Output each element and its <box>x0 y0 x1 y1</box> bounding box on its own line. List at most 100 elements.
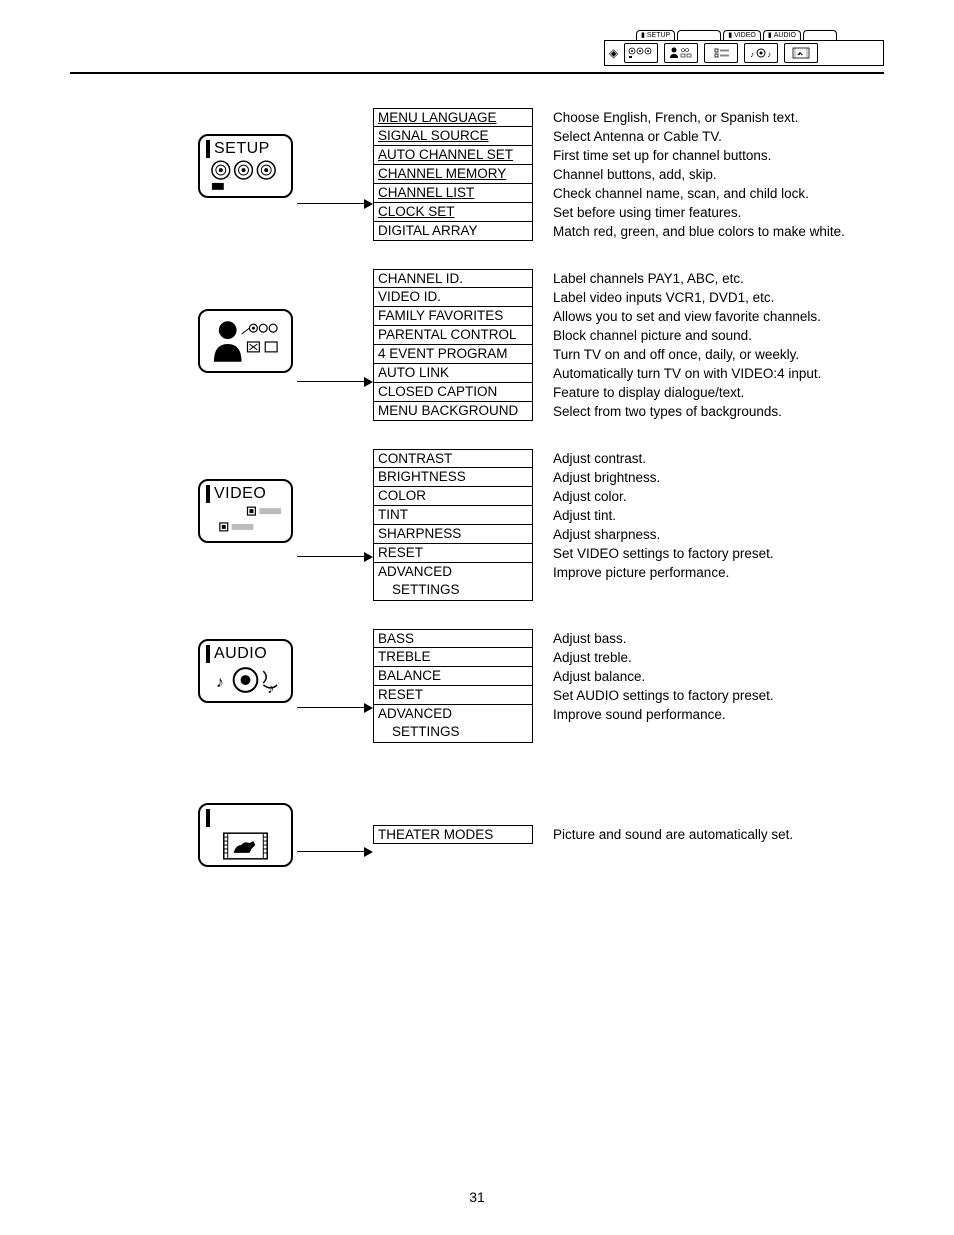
desc: Match red, green, and blue colors to mak… <box>553 222 898 241</box>
video-title: VIDEO <box>206 485 285 503</box>
menu-item: THEATER MODES <box>373 825 533 844</box>
desc: Adjust contrast. <box>553 449 898 468</box>
header-tab-user <box>677 30 721 40</box>
header-video-icon <box>704 43 738 63</box>
desc: Adjust tint. <box>553 506 898 525</box>
desc: Improve sound performance. <box>553 705 898 724</box>
video-icon-box: VIDEO <box>198 479 293 543</box>
setup-title: SETUP <box>206 140 285 158</box>
desc: First time set up for channel buttons. <box>553 146 898 165</box>
header-tab-video: ▮VIDEO <box>723 30 761 40</box>
remote-icon: ◈ <box>609 46 618 60</box>
svg-text:♪: ♪ <box>216 674 224 691</box>
header-icon-row: ◈ ♪ ♪ <box>604 40 884 66</box>
desc: Adjust treble. <box>553 648 898 667</box>
header-tabs: ▮SETUP ▮VIDEO ▮AUDIO <box>636 30 884 40</box>
menu-item: RESET <box>373 686 533 705</box>
menu-item: CHANNEL ID. <box>373 269 533 288</box>
desc: Allows you to set and view favorite chan… <box>553 307 898 326</box>
menu-item: CLOCK SET <box>373 203 533 222</box>
menu-item: SHARPNESS <box>373 525 533 544</box>
video-descriptions: Adjust contrast. Adjust brightness. Adju… <box>533 449 898 582</box>
menu-item: AUTO CHANNEL SET <box>373 146 533 165</box>
setup-icon-box: SETUP <box>198 134 293 198</box>
menu-item: BASS <box>373 629 533 648</box>
arrow <box>293 556 373 557</box>
svg-text:♪: ♪ <box>750 50 754 59</box>
menu-item: CLOSED CAPTION <box>373 383 533 402</box>
menu-item: MENU BACKGROUND <box>373 402 533 421</box>
audio-icon: ♪ ♪ <box>206 663 285 697</box>
header-divider <box>70 72 884 74</box>
desc: Set before using timer features. <box>553 203 898 222</box>
menu-item: SIGNAL SOURCE <box>373 127 533 146</box>
theater-descriptions: Picture and sound are automatically set. <box>533 825 898 844</box>
setup-menu: MENU LANGUAGE SIGNAL SOURCE AUTO CHANNEL… <box>373 108 533 241</box>
user-menu: CHANNEL ID. VIDEO ID. FAMILY FAVORITES P… <box>373 269 533 421</box>
header-tab-setup: ▮SETUP <box>636 30 675 40</box>
desc: Label video inputs VCR1, DVD1, etc. <box>553 288 898 307</box>
theater-title <box>206 809 285 827</box>
menu-item: ADVANCEDSETTINGS <box>373 563 533 601</box>
desc: Picture and sound are automatically set. <box>553 825 898 844</box>
menu-item: CHANNEL MEMORY <box>373 165 533 184</box>
desc: Adjust bass. <box>553 629 898 648</box>
menu-item: COLOR <box>373 487 533 506</box>
section-user: CHANNEL ID. VIDEO ID. FAMILY FAVORITES P… <box>198 269 898 421</box>
section-theater: THEATER MODES Picture and sound are auto… <box>198 825 898 867</box>
menu-item: 4 EVENT PROGRAM <box>373 345 533 364</box>
desc: Select Antenna or Cable TV. <box>553 127 898 146</box>
menu-item: VIDEO ID. <box>373 288 533 307</box>
menu-item: BRIGHTNESS <box>373 468 533 487</box>
desc: Adjust balance. <box>553 667 898 686</box>
arrow <box>293 381 373 382</box>
desc: Set AUDIO settings to factory preset. <box>553 686 898 705</box>
arrow <box>293 851 373 852</box>
header-user-icon <box>664 43 698 63</box>
theater-icon <box>206 827 285 865</box>
svg-text:♪: ♪ <box>767 50 771 59</box>
menu-item: ADVANCEDSETTINGS <box>373 705 533 743</box>
desc: Select from two types of backgrounds. <box>553 402 898 421</box>
desc: Choose English, French, or Spanish text. <box>553 108 898 127</box>
header-setup-icon <box>624 43 658 63</box>
menu-item: CHANNEL LIST <box>373 184 533 203</box>
desc: Channel buttons, add, skip. <box>553 165 898 184</box>
section-audio: AUDIO ♪ ♪ BASS TREBLE BALANCE RESET ADVA… <box>198 629 898 743</box>
desc: Label channels PAY1, ABC, etc. <box>553 269 898 288</box>
menu-item: FAMILY FAVORITES <box>373 307 533 326</box>
desc: Adjust sharpness. <box>553 525 898 544</box>
header-breadcrumb: ▮SETUP ▮VIDEO ▮AUDIO ◈ ♪ ♪ <box>604 30 884 68</box>
audio-menu: BASS TREBLE BALANCE RESET ADVANCEDSETTIN… <box>373 629 533 743</box>
desc: Improve picture performance. <box>553 563 898 582</box>
desc: Check channel name, scan, and child lock… <box>553 184 898 203</box>
audio-descriptions: Adjust bass. Adjust treble. Adjust balan… <box>533 629 898 724</box>
menu-item: TINT <box>373 506 533 525</box>
desc: Block channel picture and sound. <box>553 326 898 345</box>
menu-item: MENU LANGUAGE <box>373 108 533 127</box>
page-number: 31 <box>0 1189 954 1205</box>
header-tab-audio: ▮AUDIO <box>763 30 801 40</box>
menu-item: CONTRAST <box>373 449 533 468</box>
menu-item: PARENTAL CONTROL <box>373 326 533 345</box>
video-icon <box>206 503 285 537</box>
user-icon-box <box>198 309 293 373</box>
content-area: SETUP MENU LANGUAGE SIGNAL SOURCE AUTO C… <box>198 108 898 895</box>
setup-descriptions: Choose English, French, or Spanish text.… <box>533 108 898 241</box>
header-theater-icon <box>784 43 818 63</box>
header-tab-theater <box>803 30 837 40</box>
theater-menu: THEATER MODES <box>373 825 533 844</box>
desc: Set VIDEO settings to factory preset. <box>553 544 898 563</box>
menu-item: DIGITAL ARRAY <box>373 222 533 241</box>
menu-item: RESET <box>373 544 533 563</box>
menu-item: BALANCE <box>373 667 533 686</box>
desc: Automatically turn TV on with VIDEO:4 in… <box>553 364 898 383</box>
section-video: VIDEO CONTRAST BRIGHTNESS COLOR TINT SHA… <box>198 449 898 601</box>
user-icon <box>206 315 285 367</box>
theater-icon-box <box>198 803 293 867</box>
audio-title: AUDIO <box>206 645 285 663</box>
setup-icon <box>206 158 285 194</box>
menu-item: TREBLE <box>373 648 533 667</box>
arrow <box>293 707 373 708</box>
desc: Turn TV on and off once, daily, or weekl… <box>553 345 898 364</box>
